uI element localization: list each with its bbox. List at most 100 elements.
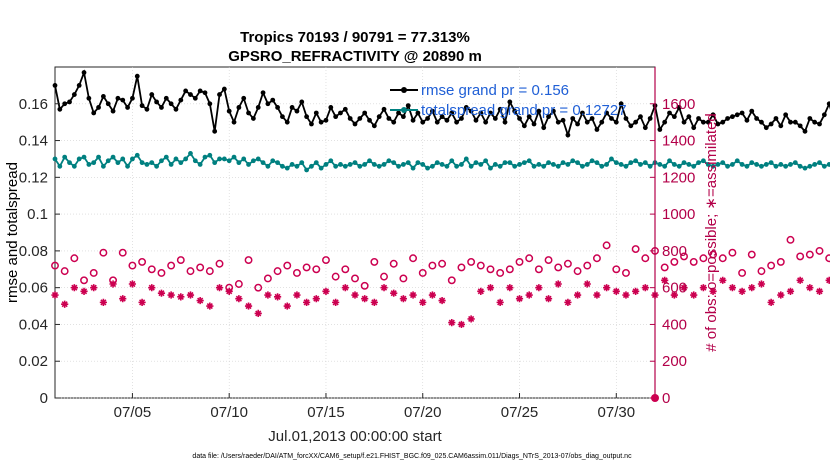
totalspread-point — [662, 163, 668, 169]
totalspread-point — [768, 160, 774, 166]
right-tick-label: 1600 — [662, 96, 695, 113]
possible-point — [331, 272, 340, 281]
totalspread-point — [396, 163, 401, 169]
assimilated-point — [777, 291, 785, 299]
right-tick-label: 200 — [662, 353, 687, 370]
rmse-point — [468, 108, 474, 114]
assimilated-point — [622, 291, 630, 299]
rmse-point — [459, 116, 464, 121]
possible-point — [554, 263, 563, 272]
rmse-point — [144, 106, 150, 112]
rmse-point — [705, 119, 711, 125]
right-axis: 0 200 400 600 800 1000 1200 1400 1600 — [650, 67, 695, 407]
legend: rmse grand pr = 0.156 totalspread grand … — [390, 82, 627, 119]
rmse-point — [149, 92, 155, 97]
right-tick-label: 1000 — [662, 206, 695, 223]
totalspread-point — [381, 162, 387, 167]
possible-point — [89, 269, 98, 277]
rmse-point — [662, 119, 668, 125]
rmse-point — [367, 117, 372, 123]
chart-title-line2: GPSRO_REFRACTIVITY @ 20890 m — [228, 48, 482, 65]
x-tick-label: 07/05 — [114, 404, 152, 421]
rmse-point — [546, 114, 551, 120]
x-tick-label: 07/15 — [307, 404, 345, 421]
possible-point — [118, 248, 127, 257]
data-file-footer: data file: /Users/raeder/DAI/ATM_forcXX/… — [192, 453, 632, 460]
rmse-point — [478, 110, 484, 116]
assimilated-point — [690, 291, 698, 299]
rmse-point — [396, 110, 401, 116]
possible-point — [351, 274, 359, 283]
totalspread-point — [265, 163, 271, 169]
rmse-point — [744, 117, 750, 123]
assimilated-point — [767, 298, 775, 306]
possible-point — [147, 265, 156, 274]
possible-point — [612, 265, 621, 274]
possible-point — [622, 269, 630, 277]
totalspread-point — [221, 156, 227, 162]
right-tick-label: 0 — [662, 390, 670, 407]
plot-area — [51, 66, 830, 399]
rmse-point — [71, 92, 77, 97]
totalspread-point — [183, 156, 189, 162]
x-tick-label: 07/10 — [210, 404, 248, 421]
rmse-point — [483, 119, 489, 125]
rmse-series — [52, 69, 830, 139]
rmse-point — [749, 108, 755, 114]
assimilated-point — [641, 284, 649, 292]
assimilated-point — [661, 276, 669, 284]
totalspread-point — [323, 162, 329, 167]
possible-point — [196, 263, 205, 272]
rmse-point — [676, 105, 682, 110]
rmse-point — [275, 105, 280, 110]
possible-point — [322, 256, 330, 265]
rmse-point — [357, 116, 363, 121]
rmse-point — [342, 106, 348, 112]
totalspread-point — [734, 158, 740, 164]
totalspread-point — [52, 156, 58, 162]
totalspread-point — [115, 160, 121, 166]
assimilated-point — [719, 276, 727, 284]
totalspread-point — [255, 156, 261, 162]
rmse-point — [391, 119, 397, 125]
possible-point — [631, 245, 640, 254]
assimilated-point — [157, 289, 166, 297]
rmse-point — [96, 105, 101, 110]
rmse-point — [502, 119, 508, 125]
totalspread-point — [575, 160, 580, 166]
totalspread-point — [376, 163, 382, 169]
rmse-point — [110, 108, 116, 114]
rmse-point — [594, 127, 600, 132]
totalspread-point — [705, 162, 711, 167]
rmse-point — [434, 119, 440, 125]
assimilated-point — [467, 315, 475, 323]
totalspread-point — [173, 156, 179, 162]
possible-point — [370, 257, 379, 266]
totalspread-line — [54, 151, 830, 172]
assimilated-point — [235, 295, 243, 303]
assimilated-point — [419, 298, 427, 306]
possible-point — [467, 257, 476, 266]
assimilated-point — [90, 284, 98, 292]
assimilated-point — [322, 287, 330, 295]
rmse-point — [236, 105, 242, 110]
totalspread-point — [478, 162, 484, 167]
possible-point — [225, 283, 234, 292]
totalspread-point — [188, 151, 193, 156]
assimilated-point — [544, 295, 553, 303]
totalspread-point — [246, 162, 251, 167]
possible-point — [544, 256, 553, 265]
assimilated-point — [486, 284, 495, 292]
assimilated-point — [554, 280, 562, 288]
totalspread-point — [362, 162, 368, 167]
assimilated-point — [399, 295, 407, 303]
assimilated-point — [506, 284, 514, 292]
possible-point — [380, 272, 388, 281]
possible-point — [128, 261, 137, 270]
totalspread-point — [454, 163, 460, 169]
x-axis: 07/05 07/10 07/15 07/20 07/25 07/30 — [114, 393, 635, 421]
rmse-point — [730, 114, 735, 120]
left-tick-label: 0.08 — [19, 243, 48, 260]
totalspread-point — [826, 162, 830, 167]
